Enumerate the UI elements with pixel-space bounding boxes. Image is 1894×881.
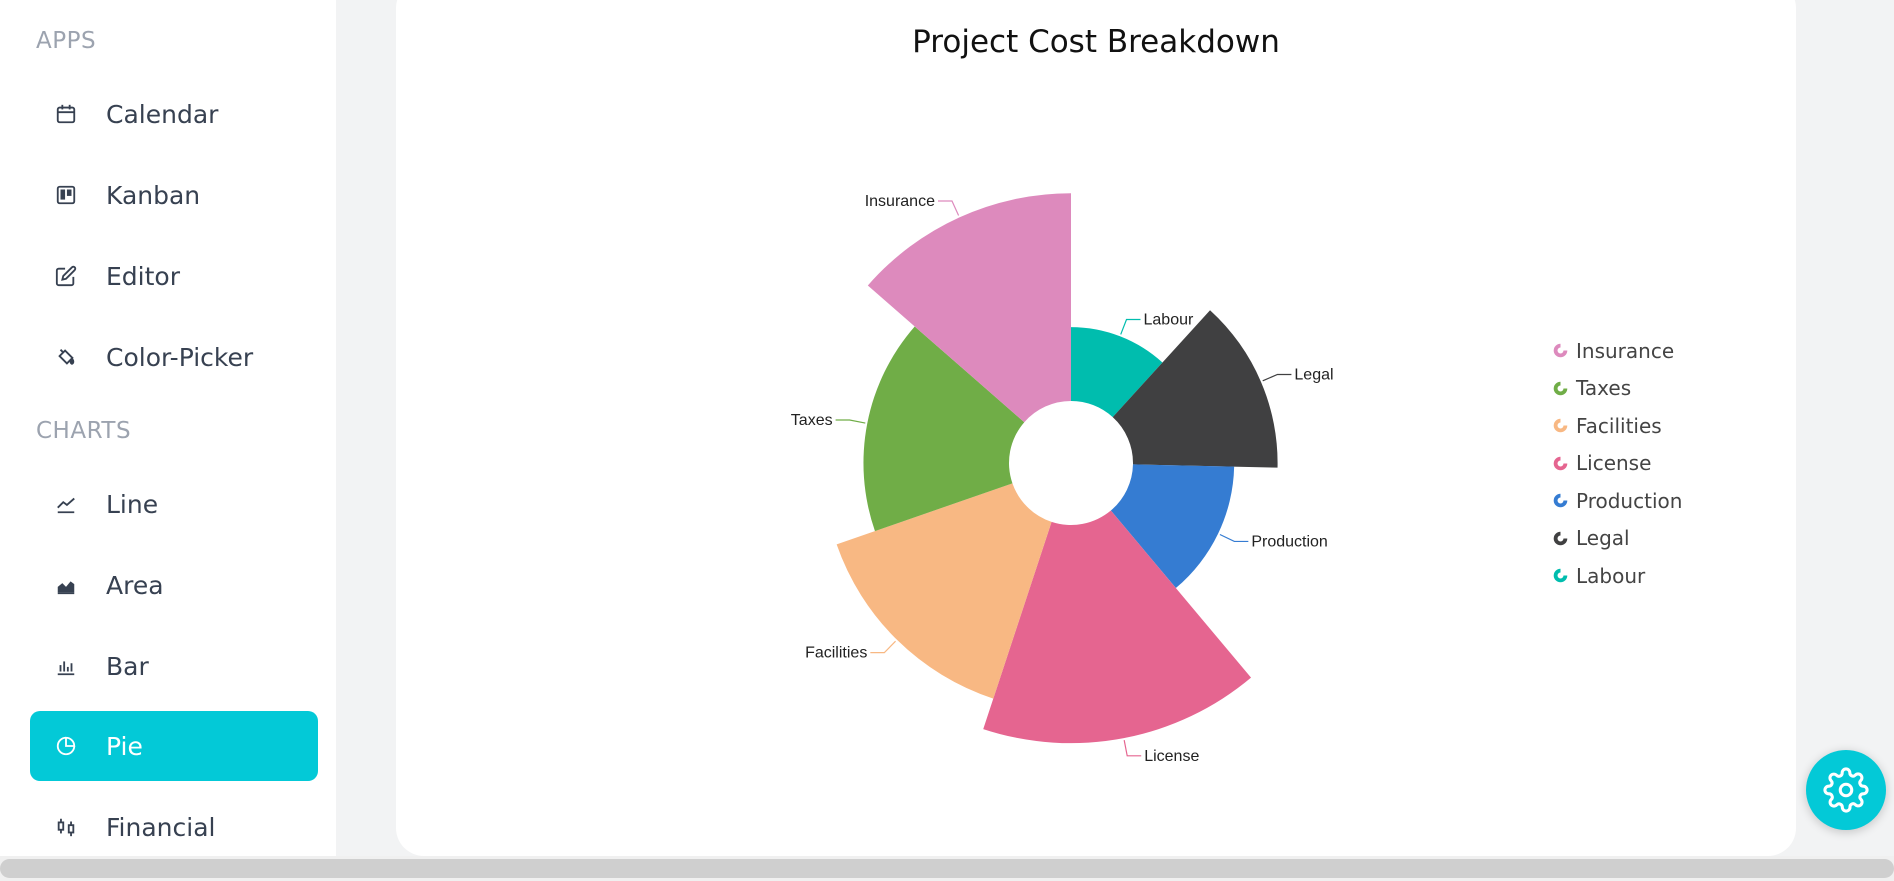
sidebar: APPS Calendar Kanban Editor Color-Picker… xyxy=(0,0,336,856)
legend-marker-icon xyxy=(1553,493,1568,508)
bar-chart-icon xyxy=(54,654,78,678)
legend-marker-icon xyxy=(1553,381,1568,396)
gear-icon xyxy=(1823,767,1869,813)
line-chart-icon xyxy=(54,492,78,516)
sidebar-item-financial[interactable]: Financial xyxy=(30,792,318,862)
sidebar-item-color-picker[interactable]: Color-Picker xyxy=(30,322,318,392)
sidebar-item-pie[interactable]: Pie xyxy=(30,711,318,781)
sidebar-item-label: Calendar xyxy=(106,99,219,129)
sidebar-item-label: Pie xyxy=(106,731,143,761)
legend-marker-icon xyxy=(1553,456,1568,471)
legend-marker-icon xyxy=(1553,568,1568,583)
sidebar-item-kanban[interactable]: Kanban xyxy=(30,160,318,230)
legend-label: Insurance xyxy=(1576,338,1675,363)
calendar-icon xyxy=(54,102,78,126)
paint-bucket-icon xyxy=(54,345,78,369)
sidebar-item-bar[interactable]: Bar xyxy=(30,631,318,701)
legend-item[interactable]: Legal xyxy=(1552,520,1682,558)
sidebar-item-label: Kanban xyxy=(106,180,201,210)
sidebar-item-calendar[interactable]: Calendar xyxy=(30,79,318,149)
legend-marker-icon xyxy=(1553,343,1568,358)
horizontal-scrollbar[interactable] xyxy=(0,856,1894,881)
chart-title: Project Cost Breakdown xyxy=(912,24,1280,60)
kanban-icon xyxy=(54,183,78,207)
legend-label: Production xyxy=(1576,488,1683,513)
edit-icon xyxy=(54,264,78,288)
chart-legend: Insurance Taxes Facilities License Productio… xyxy=(1552,332,1682,595)
sidebar-item-editor[interactable]: Editor xyxy=(30,241,318,311)
area-chart-icon xyxy=(54,573,78,597)
legend-label: Facilities xyxy=(1576,413,1662,438)
sidebar-item-label: Financial xyxy=(106,812,216,842)
scrollbar-thumb[interactable] xyxy=(0,859,1894,878)
legend-item[interactable]: Insurance xyxy=(1552,332,1682,370)
apps-section-title: APPS xyxy=(36,28,97,54)
legend-item[interactable]: Facilities xyxy=(1552,407,1682,445)
sidebar-item-label: Color-Picker xyxy=(106,342,254,372)
legend-item[interactable]: Labour xyxy=(1552,557,1682,595)
sidebar-item-label: Line xyxy=(106,489,159,519)
sidebar-item-label: Bar xyxy=(106,651,149,681)
legend-item[interactable]: License xyxy=(1552,445,1682,483)
settings-button[interactable] xyxy=(1806,750,1886,830)
sidebar-item-label: Editor xyxy=(106,261,180,291)
legend-label: Taxes xyxy=(1576,376,1632,401)
sidebar-item-area[interactable]: Area xyxy=(30,550,318,620)
legend-marker-icon xyxy=(1553,531,1568,546)
legend-label: License xyxy=(1576,451,1652,476)
legend-label: Labour xyxy=(1576,563,1646,588)
sidebar-item-label: Area xyxy=(106,570,164,600)
legend-marker-icon xyxy=(1553,418,1568,433)
pie-chart-icon xyxy=(54,734,78,758)
legend-item[interactable]: Taxes xyxy=(1552,370,1682,408)
legend-item[interactable]: Production xyxy=(1552,482,1682,520)
legend-label: Legal xyxy=(1576,526,1630,551)
charts-section-title: CHARTS xyxy=(36,418,132,444)
candlestick-icon xyxy=(54,815,78,839)
sidebar-item-line[interactable]: Line xyxy=(30,469,318,539)
